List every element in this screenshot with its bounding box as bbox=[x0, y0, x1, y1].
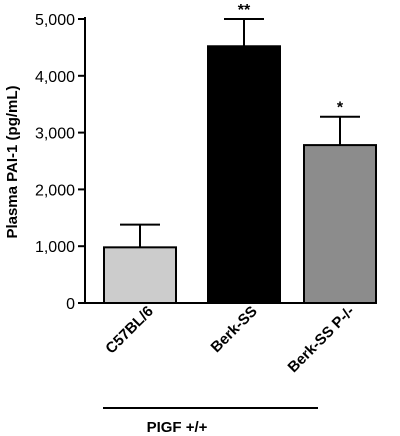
y-tick-label: 3,000 bbox=[35, 126, 75, 143]
significance-marker: ** bbox=[238, 2, 251, 19]
y-axis-label: Plasma PAI-1 (pg/mL) bbox=[4, 85, 21, 238]
significance-marker: * bbox=[337, 100, 344, 117]
bars: *** bbox=[103, 2, 377, 304]
x-tick-label: Berk-SS bbox=[208, 303, 261, 356]
x-tick-label: Berk-SS P-/- bbox=[284, 303, 357, 376]
group-label: PIGF +/+ bbox=[147, 419, 208, 436]
x-axis-labels: C57BL/6 Berk-SS Berk-SS P-/- bbox=[102, 303, 357, 376]
y-axis-ticks: 0 1,000 2,000 3,000 4,000 5,000 bbox=[35, 12, 85, 313]
x-tick-label: C57BL/6 bbox=[102, 303, 156, 357]
bar bbox=[303, 144, 377, 304]
y-tick-label: 4,000 bbox=[35, 69, 75, 86]
y-tick-label: 1,000 bbox=[35, 239, 75, 256]
bar bbox=[207, 45, 281, 304]
y-tick-label: 2,000 bbox=[35, 182, 75, 199]
y-tick-label: 5,000 bbox=[35, 12, 75, 29]
y-tick-label: 0 bbox=[66, 296, 75, 313]
bar bbox=[103, 246, 177, 304]
